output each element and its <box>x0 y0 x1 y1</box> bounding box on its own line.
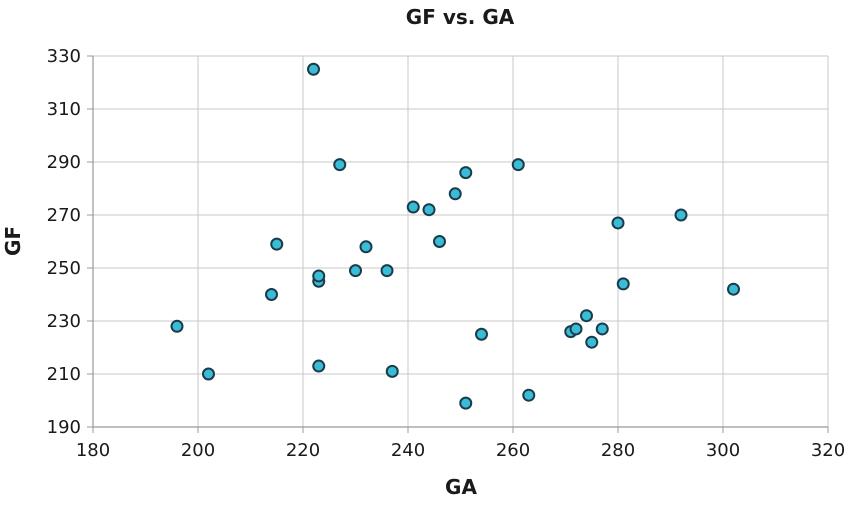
y-tick-label-1: 210 <box>47 364 81 385</box>
x-tick-label-5: 280 <box>601 440 635 461</box>
data-point-8 <box>333 158 347 172</box>
x-tick-label-4: 260 <box>496 440 530 461</box>
y-tick-label-2: 230 <box>47 311 81 332</box>
x-axis-title: GA <box>445 475 477 499</box>
data-point-13 <box>406 200 420 214</box>
data-point-4 <box>307 62 320 76</box>
data-point-16 <box>448 187 462 201</box>
data-point-17 <box>459 166 473 180</box>
x-tick-label-1: 200 <box>181 440 215 461</box>
data-point-18 <box>459 396 473 410</box>
data-point-6 <box>312 269 326 283</box>
data-points <box>170 62 740 410</box>
x-tick-label-0: 180 <box>76 440 110 461</box>
data-point-7 <box>312 359 326 373</box>
data-point-12 <box>385 364 399 378</box>
y-tick-label-0: 190 <box>47 417 81 438</box>
data-point-20 <box>511 158 525 172</box>
data-point-11 <box>380 264 394 278</box>
data-point-15 <box>433 235 446 248</box>
y-tick-label-4: 270 <box>47 205 81 226</box>
data-point-1 <box>202 367 215 381</box>
data-point-24 <box>580 309 593 323</box>
data-point-3 <box>270 237 284 251</box>
data-point-0 <box>170 319 184 333</box>
data-point-14 <box>422 203 436 217</box>
data-point-10 <box>359 240 373 254</box>
data-point-29 <box>674 208 688 222</box>
x-tick-label-3: 240 <box>391 440 425 461</box>
y-tick-label-5: 290 <box>47 152 81 173</box>
axes <box>92 56 828 428</box>
data-point-26 <box>595 322 609 336</box>
data-point-21 <box>522 388 536 402</box>
x-axis-ticks: 180 200 220 240 260 280 300 320 <box>76 427 845 461</box>
data-point-30 <box>727 282 740 296</box>
x-tick-label-7: 320 <box>811 440 845 461</box>
y-axis-title: GF <box>1 226 25 256</box>
chart-title: GF vs. GA <box>406 5 515 29</box>
y-tick-label-6: 310 <box>47 99 81 120</box>
y-axis-ticks: 190 210 230 250 270 290 310 330 <box>47 46 93 438</box>
y-tick-label-7: 330 <box>47 46 81 67</box>
data-point-23 <box>569 322 583 336</box>
data-point-28 <box>616 277 630 291</box>
data-point-19 <box>475 327 488 341</box>
grid <box>93 55 829 427</box>
data-point-2 <box>265 288 278 301</box>
data-point-9 <box>349 264 362 278</box>
data-point-25 <box>585 335 599 349</box>
x-tick-label-2: 220 <box>286 440 320 461</box>
y-tick-label-3: 250 <box>47 258 81 279</box>
x-tick-label-6: 300 <box>706 440 740 461</box>
data-point-27 <box>611 216 625 230</box>
